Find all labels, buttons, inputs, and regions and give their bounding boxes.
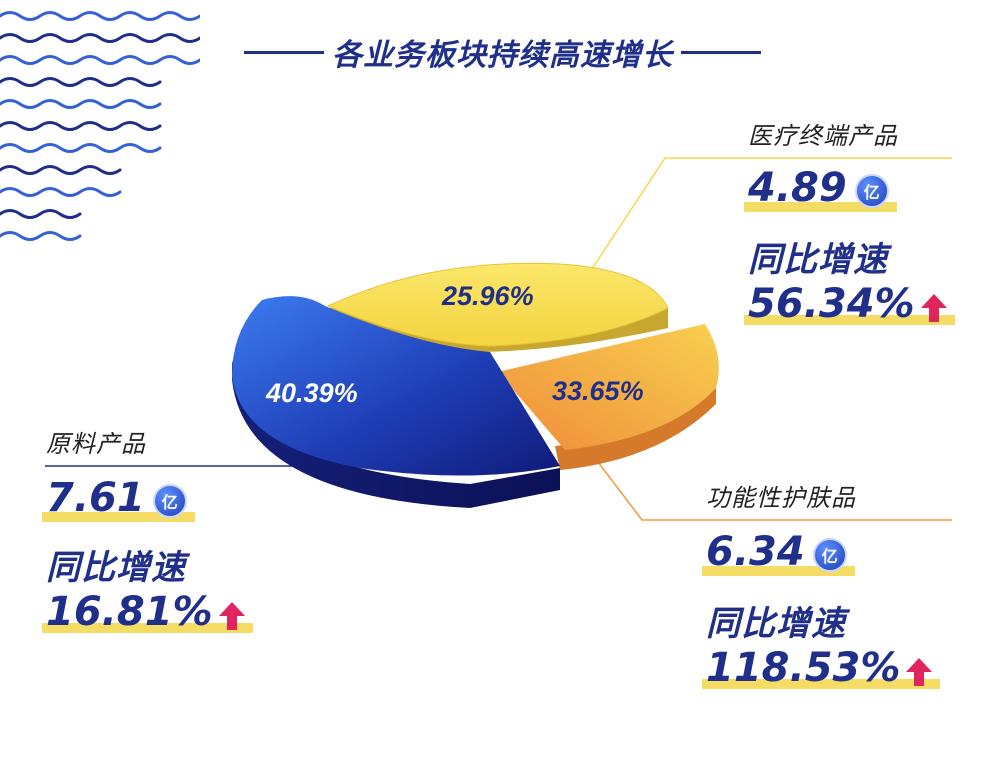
wave-line <box>0 55 200 65</box>
growth-label: 同比增速 <box>706 603 846 644</box>
amount-value: 4.89 <box>748 165 847 211</box>
up-arrow-icon <box>218 602 245 630</box>
segment-skincare: 功能性护肤品 6.34 亿 同比增速 118.53% <box>701 478 941 691</box>
up-arrow-icon <box>920 294 947 322</box>
wave-line <box>0 11 200 21</box>
wave-line <box>0 121 162 131</box>
segment-label: 医疗终端产品 <box>748 122 898 150</box>
unit-yi-icon: 亿 <box>812 537 847 572</box>
growth-label: 同比增速 <box>748 239 888 280</box>
growth-value: 118.53% <box>706 644 901 691</box>
slice-top-blue <box>232 296 560 476</box>
chart-title-row: 各业务板块持续高速增长 <box>0 30 1005 74</box>
up-arrow-icon <box>906 658 933 686</box>
wave-line <box>0 143 162 153</box>
leader-line-skincare <box>597 461 952 521</box>
unit-yi-icon: 亿 <box>152 483 187 518</box>
segment-medical: 医疗终端产品 4.89 亿 同比增速 56.34% <box>744 116 955 327</box>
slice-top-orange <box>498 324 719 450</box>
growth-row: 56.34% <box>744 280 955 327</box>
amount-row: 4.89 亿 <box>744 165 897 214</box>
growth-row: 118.53% <box>701 644 941 691</box>
title-line-right <box>681 50 761 54</box>
growth-label: 同比增速 <box>46 547 186 588</box>
wave-line <box>0 187 122 197</box>
slice-side-blue <box>232 360 560 508</box>
unit-yi-icon: 亿 <box>854 173 889 208</box>
slice-top-yellow <box>326 262 669 347</box>
segment-label: 原料产品 <box>46 430 146 458</box>
wave-line <box>0 99 162 109</box>
chart-title: 各业务板块持续高速增长 <box>332 38 673 73</box>
growth-row: 16.81% <box>42 588 253 635</box>
wave-line <box>0 231 82 241</box>
slice-pct-medical: 25.96% <box>441 281 534 311</box>
wave-line <box>0 33 200 43</box>
segment-raw: 原料产品 7.61 亿 同比增速 16.81% <box>42 424 253 635</box>
wave-line <box>0 209 82 219</box>
slice-side-orange <box>555 388 716 470</box>
amount-row: 6.34 亿 <box>702 529 855 578</box>
decorative-waves <box>0 11 200 241</box>
growth-value: 16.81% <box>46 588 213 635</box>
segment-label: 功能性护肤品 <box>706 484 856 512</box>
growth-value: 56.34% <box>748 280 915 327</box>
amount-row: 7.61 亿 <box>42 475 195 524</box>
title-line-left <box>244 50 324 54</box>
wave-line <box>0 77 162 87</box>
wave-line <box>0 165 122 175</box>
leader-line-medical <box>587 157 952 276</box>
slice-pct-skincare: 33.65% <box>552 376 644 406</box>
slice-pct-raw: 40.39% <box>265 378 358 408</box>
amount-value: 7.61 <box>46 475 145 521</box>
amount-value: 6.34 <box>706 529 805 575</box>
